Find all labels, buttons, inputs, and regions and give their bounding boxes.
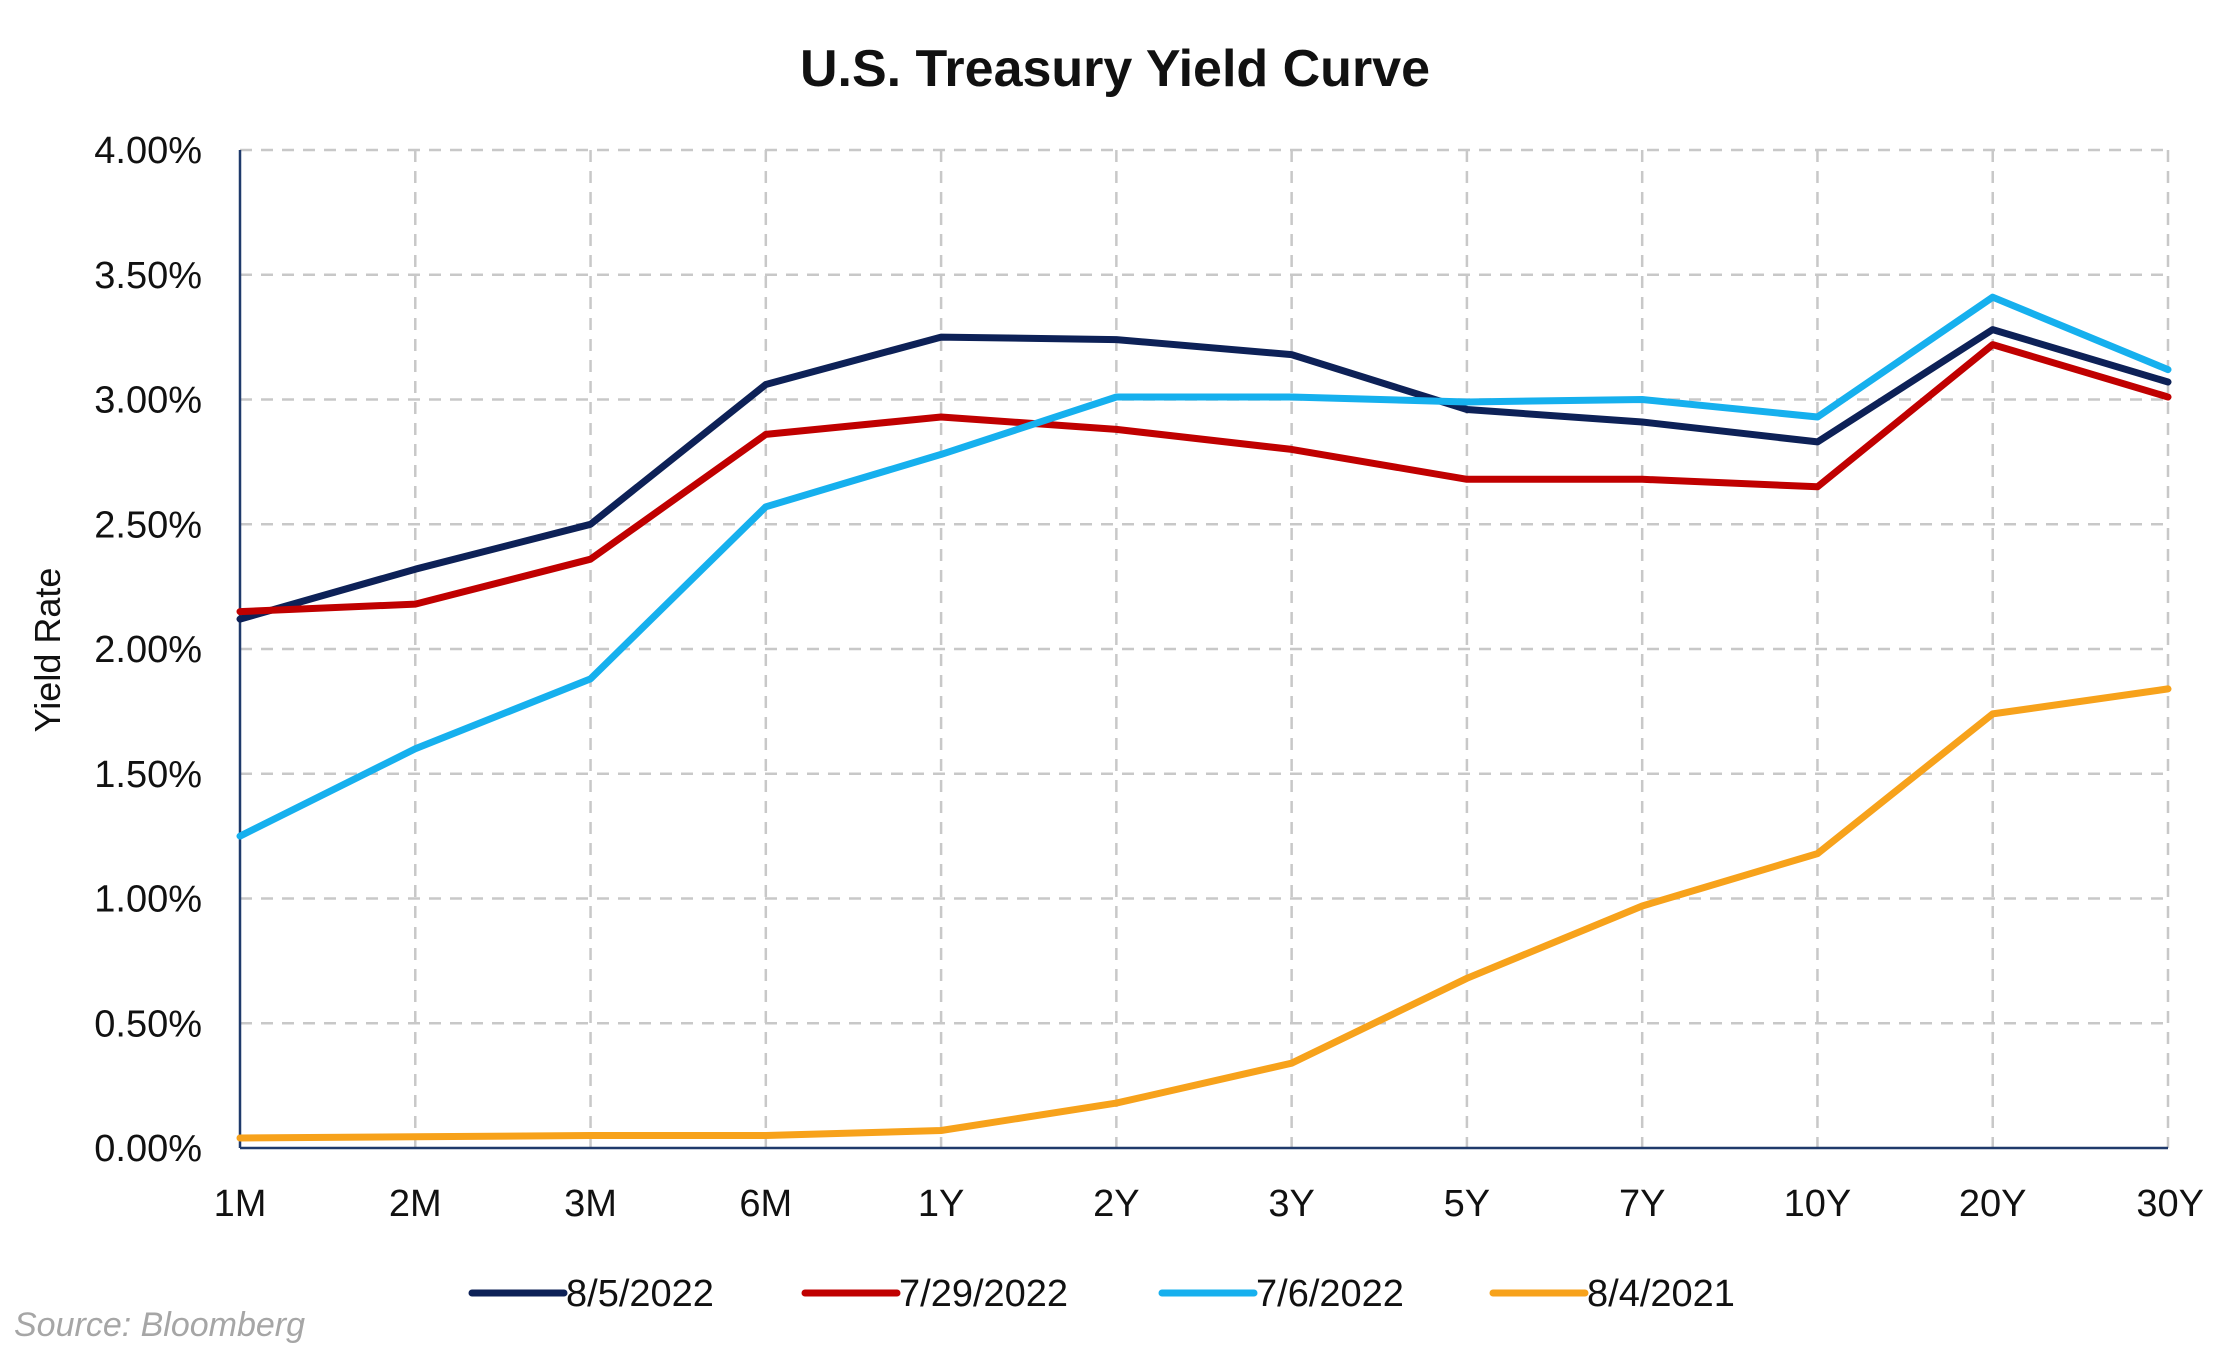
- x-tick-label: 3M: [564, 1183, 617, 1225]
- x-tick-label: 7Y: [1619, 1183, 1665, 1225]
- y-axis-label: Yield Rate: [27, 568, 68, 733]
- y-tick-label: 2.50%: [94, 504, 202, 546]
- x-tick-label: 30Y: [2136, 1183, 2204, 1225]
- y-tick-label: 4.00%: [94, 130, 202, 172]
- y-tick-labels: 0.00% 0.50% 1.00% 1.50% 2.00% 2.50% 3.00% 3.50%…: [94, 130, 202, 1170]
- series-line-8-4-2021: [236, 685, 2172, 1142]
- x-tick-label: 2Y: [1093, 1183, 1139, 1225]
- source-note: Source: Bloomberg: [14, 1306, 305, 1344]
- legend-label: 7/29/2022: [899, 1273, 1068, 1315]
- series-line-7-6-2022: [236, 293, 2172, 840]
- series-lines: [236, 293, 2172, 1142]
- x-tick-label: 1Y: [918, 1183, 964, 1225]
- series-line-7-29-2022: [236, 341, 2172, 616]
- y-tick-label: 1.50%: [94, 754, 202, 796]
- x-tick-label: 6M: [739, 1183, 792, 1225]
- y-tick-label: 3.00%: [94, 380, 202, 422]
- chart-title: U.S. Treasury Yield Curve: [800, 40, 1430, 98]
- y-tick-label: 0.50%: [94, 1003, 202, 1045]
- x-tick-label: 10Y: [1784, 1183, 1852, 1225]
- legend-label: 8/5/2022: [566, 1273, 714, 1315]
- series-line-8-5-2022: [236, 326, 2172, 623]
- grid-lines: [240, 148, 2170, 1148]
- x-tick-label: 5Y: [1444, 1183, 1490, 1225]
- legend-label: 7/6/2022: [1256, 1273, 1404, 1315]
- legend-label: 8/4/2021: [1587, 1273, 1735, 1315]
- y-tick-label: 3.50%: [94, 255, 202, 297]
- y-tick-label: 2.00%: [94, 629, 202, 671]
- axes: [238, 150, 2168, 1150]
- legend: 8/5/2022 7/29/2022 7/6/2022 8/4/2021: [468, 1273, 1735, 1315]
- x-tick-labels: 1M 2M 3M 6M 1Y 2Y 3Y 5Y 7Y 10Y 20Y 30Y: [214, 1183, 2204, 1225]
- x-tick-label: 1M: [214, 1183, 267, 1225]
- y-tick-label: 1.00%: [94, 879, 202, 921]
- x-tick-label: 2M: [389, 1183, 442, 1225]
- y-tick-label: 0.00%: [94, 1128, 202, 1170]
- x-tick-label: 20Y: [1959, 1183, 2027, 1225]
- x-tick-label: 3Y: [1268, 1183, 1314, 1225]
